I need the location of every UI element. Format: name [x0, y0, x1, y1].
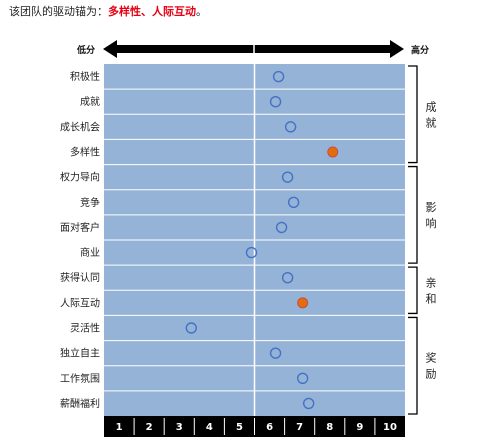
row-label: 获得认同	[60, 271, 100, 284]
group-label-char: 成	[426, 100, 437, 113]
headline: 该团队的驱动锚为：多样性、人际互动。	[9, 4, 207, 20]
group-bracket	[408, 266, 418, 315]
data-point	[296, 372, 309, 384]
row-labels: 积极性成就成长机会多样性权力导向竞争面对客户商业获得认同人际互动灵活性独立自主工…	[60, 70, 100, 410]
scale-high-label: 高分	[411, 44, 429, 56]
row-label: 工作氛围	[60, 372, 100, 385]
x-tick-label: 2	[146, 422, 153, 433]
row-label: 成就	[80, 95, 100, 108]
x-tick-label: 5	[236, 422, 243, 433]
x-tick-label: 6	[266, 422, 273, 433]
x-tick-label: 8	[326, 422, 333, 433]
data-point	[275, 221, 288, 234]
scale-arrow-right-head	[390, 40, 404, 58]
row-label: 面对客户	[60, 221, 100, 234]
group-label-char: 响	[426, 217, 437, 230]
data-point	[281, 171, 294, 183]
x-tick-label: 7	[296, 422, 303, 433]
data-point	[284, 121, 297, 133]
row-label: 多样性	[70, 146, 100, 159]
data-point	[185, 322, 197, 334]
group-label-char: 就	[426, 115, 437, 129]
x-tick-labels: 1 2 3 4 5 6 7 8 9 10	[116, 418, 397, 435]
x-tick-label: 4	[206, 422, 213, 433]
group-label-char: 励	[426, 368, 437, 381]
headline-suffix: 。	[196, 5, 207, 18]
group-label-char: 影	[426, 201, 437, 214]
headline-highlight: 多样性、人际互动	[108, 5, 196, 18]
row-label: 竞争	[80, 196, 100, 209]
data-point-highlighted	[297, 297, 309, 309]
group-label-char: 和	[426, 292, 437, 305]
data-point	[272, 70, 285, 83]
x-tick-label: 10	[383, 422, 397, 433]
scale-arrow	[103, 40, 404, 58]
data-point	[269, 347, 282, 359]
row-label: 成长机会	[60, 120, 100, 133]
data-point	[287, 196, 300, 208]
group-bracket	[408, 65, 418, 164]
x-tick-label: 9	[356, 422, 363, 433]
data-point	[281, 272, 294, 284]
scale-arrow-left-head	[103, 40, 117, 58]
group-label-char: 亲	[426, 275, 437, 289]
data-point-highlighted	[327, 146, 339, 158]
data-point	[269, 96, 282, 108]
row-label: 积极性	[70, 70, 100, 83]
data-points	[185, 70, 339, 410]
group-bracket	[408, 316, 418, 415]
row-label: 人际互动	[60, 297, 100, 309]
headline-prefix: 该团队的驱动锚为：	[9, 5, 108, 18]
scale-low-label: 低分	[76, 44, 95, 56]
x-tick-label: 3	[176, 422, 183, 433]
row-label: 薪酬福利	[60, 397, 100, 410]
data-point	[302, 397, 315, 410]
row-label: 商业	[80, 246, 100, 259]
row-label: 独立自主	[60, 347, 100, 360]
data-point	[245, 246, 258, 259]
row-label: 权力导向	[60, 171, 100, 184]
x-tick-label: 1	[116, 422, 123, 433]
group-label-char: 奖	[426, 351, 437, 365]
row-label: 灵活性	[70, 322, 100, 335]
group-bracket	[408, 165, 418, 264]
